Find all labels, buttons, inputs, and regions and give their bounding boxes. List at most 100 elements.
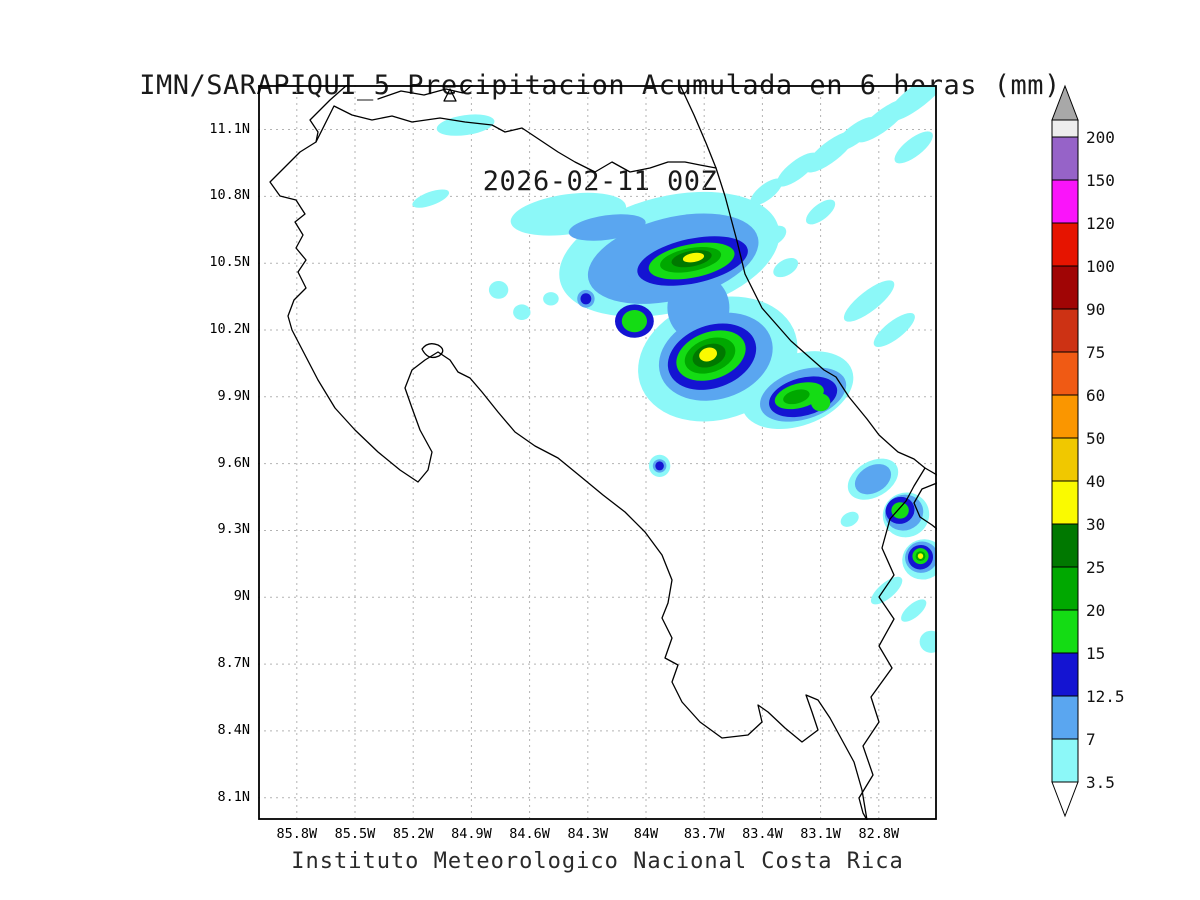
pacific-coastline (269, 85, 868, 820)
figure-caption: Instituto Meteorologico Nacional Costa R… (291, 849, 904, 874)
colorbar-label: 3.5 (1086, 773, 1115, 792)
precip-cell (621, 310, 647, 333)
colorbar-segment (1051, 136, 1079, 181)
precip-cell (750, 178, 783, 206)
lat-tick-label: 8.7N (217, 655, 250, 672)
colorbar-label: 90 (1086, 300, 1105, 319)
precip-cell (412, 189, 450, 208)
precip-cell (901, 599, 927, 622)
lon-tick-label: 84W (633, 826, 659, 842)
colorbar-arrow-bottom (1051, 781, 1079, 818)
colorbar-label: 12.5 (1086, 687, 1125, 706)
lake-nicaragua-shore (377, 85, 473, 100)
colorbar-segment (1051, 179, 1079, 224)
colorbar-segment (1051, 609, 1079, 654)
lat-tick-label: 10.5N (209, 254, 250, 271)
colorbar-segment (1051, 351, 1079, 396)
coastline-and-borders (269, 85, 937, 820)
panama-coast-sliver (913, 482, 937, 530)
precip-cell (682, 252, 705, 263)
colorbar-segment (1051, 119, 1079, 138)
lon-tick-label: 83.4W (742, 826, 783, 842)
precip-cell (894, 131, 933, 164)
colorbar-segment (1051, 523, 1079, 568)
precip-cell (891, 502, 909, 519)
precip-cell (568, 214, 646, 241)
lat-tick-label: 9.3N (217, 521, 250, 538)
precip-cell (854, 464, 892, 495)
colorbar-label: 60 (1086, 386, 1105, 405)
colorbar-segment (1051, 695, 1079, 740)
precip-cell (917, 553, 924, 559)
precip-cell (810, 393, 831, 412)
lat-tick-label: 9.9N (217, 387, 250, 404)
lon-tick-label: 82.8W (858, 826, 900, 842)
border-triangle-feature (443, 88, 457, 102)
precip-cell (805, 131, 856, 173)
lon-tick-label: 85.2W (392, 826, 434, 842)
colorbar-segment (1051, 394, 1079, 439)
colorbar: 200 150 120 100 90 75 60 50 40 30 25 20 15 12.5 7 3.5 (1048, 84, 1158, 828)
colorbar-segment (1051, 308, 1079, 353)
map-plot-area (258, 85, 937, 820)
colorbar-segment (1051, 480, 1079, 525)
lon-tick-label: 83.7W (683, 826, 725, 842)
precip-cell (436, 114, 495, 136)
precip-cell (840, 511, 859, 527)
precip-cell (513, 304, 531, 320)
precip-cell (757, 225, 787, 248)
colorbar-label: 200 (1086, 128, 1115, 147)
colorbar-label: 20 (1086, 601, 1105, 620)
precip-cell (919, 630, 937, 653)
colorbar-label: 30 (1086, 515, 1105, 534)
colorbar-label: 150 (1086, 171, 1115, 190)
colorbar-arrow-top (1051, 84, 1079, 121)
colorbar-label: 120 (1086, 214, 1115, 233)
colorbar-label: 50 (1086, 429, 1105, 448)
lat-tick-label: 9N (233, 588, 250, 605)
precip-cell (870, 576, 903, 605)
colorbar-label: 7 (1086, 730, 1096, 749)
colorbar-label: 40 (1086, 472, 1105, 491)
colorbar-canvas: 200 150 120 100 90 75 60 50 40 30 25 20 15 12.5 7 3.5 (1051, 84, 1125, 818)
plot-frame (258, 85, 937, 820)
colorbar-label: 75 (1086, 343, 1105, 362)
title-line-2: 2026-02-11 00Z (482, 166, 718, 197)
lat-tick-label: 11.1N (209, 120, 250, 137)
colorbar-segment (1051, 738, 1079, 783)
colorbar-segment (1051, 437, 1079, 482)
lat-tick-label: 9.6N (217, 454, 250, 471)
colorbar-label: 100 (1086, 257, 1115, 276)
precip-cell (655, 461, 664, 471)
lon-tick-label: 84.3W (567, 826, 609, 842)
lon-tick-label: 83.1W (800, 826, 841, 842)
precip-cell (773, 258, 799, 278)
precip-cell (783, 389, 810, 405)
precip-cell (580, 293, 592, 305)
lon-tick-label: 84.9W (451, 826, 492, 842)
colorbar-segment (1051, 652, 1079, 697)
colorbar-segment (1051, 265, 1079, 310)
precipitation-shading (412, 85, 937, 653)
map-canvas (258, 85, 937, 820)
precip-cell (776, 152, 818, 187)
lon-tick-label: 84.6W (509, 826, 550, 842)
grid-lines (258, 85, 937, 820)
colorbar-label: 25 (1086, 558, 1105, 577)
precip-cell (699, 347, 717, 362)
lon-tick-label: 85.8W (276, 826, 318, 842)
lat-tick-label: 8.1N (217, 788, 250, 805)
precip-cell (843, 280, 895, 322)
precip-cell (488, 281, 509, 299)
lat-tick-label: 10.8N (209, 187, 250, 204)
caribbean-coastline (715, 167, 937, 476)
lat-tick-label: 10.2N (209, 321, 250, 337)
panama-border (858, 467, 926, 820)
precip-cell (873, 312, 915, 348)
lon-tick-label: 85.5W (334, 826, 376, 842)
colorbar-segment (1051, 566, 1079, 611)
precip-cell (543, 292, 559, 306)
colorbar-label: 15 (1086, 644, 1105, 663)
lat-tick-label: 8.4N (217, 721, 250, 738)
